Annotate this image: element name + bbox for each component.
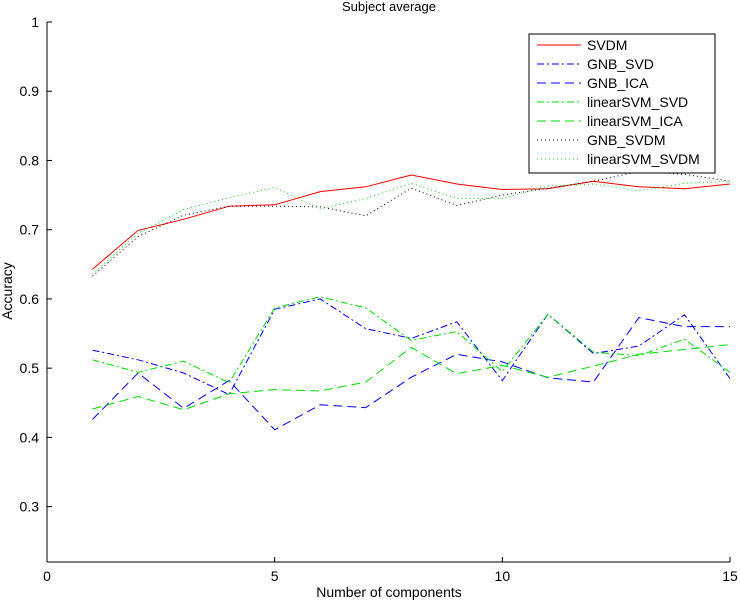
x-tick-label: 10 xyxy=(495,568,511,584)
legend-label: GNB_ICA xyxy=(587,75,649,91)
y-tick-label: 0.4 xyxy=(20,429,40,445)
series-line-gnb-ica xyxy=(92,317,730,431)
y-tick-label: 0.3 xyxy=(20,499,40,515)
y-tick-label: 0.6 xyxy=(20,291,40,307)
x-tick-label: 15 xyxy=(722,568,738,584)
series-line-linearsvm-svdm xyxy=(92,180,731,275)
y-tick-label: 0.8 xyxy=(20,152,40,168)
legend-label: SVDM xyxy=(587,37,627,53)
legend-label: linearSVM_ICA xyxy=(587,113,683,129)
series-line-gnb-svd xyxy=(92,298,731,396)
chart-title: Subject average xyxy=(342,0,436,14)
y-tick-label: 0.5 xyxy=(20,360,40,376)
y-tick-label: 1 xyxy=(31,14,39,30)
series-line-linearsvm-ica xyxy=(92,344,731,411)
y-tick-label: 0.7 xyxy=(20,222,40,238)
series-line-svdm xyxy=(92,174,731,270)
x-tick-label: 0 xyxy=(43,568,51,584)
y-tick-label: 0.9 xyxy=(20,83,40,99)
series-line-linearsvm-svd xyxy=(92,296,731,384)
legend-label: linearSVM_SVD xyxy=(587,94,688,110)
x-axis-label: Number of components xyxy=(316,584,462,600)
series-line-gnb-svdm xyxy=(92,170,731,277)
legend-box xyxy=(528,33,716,174)
y-axis-label: Accuracy xyxy=(0,262,15,320)
legend-label: GNB_SVDM xyxy=(587,132,666,148)
legend-label: GNB_SVD xyxy=(587,56,654,72)
x-tick-label: 5 xyxy=(271,568,279,584)
legend-label: linearSVM_SVDM xyxy=(587,151,700,167)
